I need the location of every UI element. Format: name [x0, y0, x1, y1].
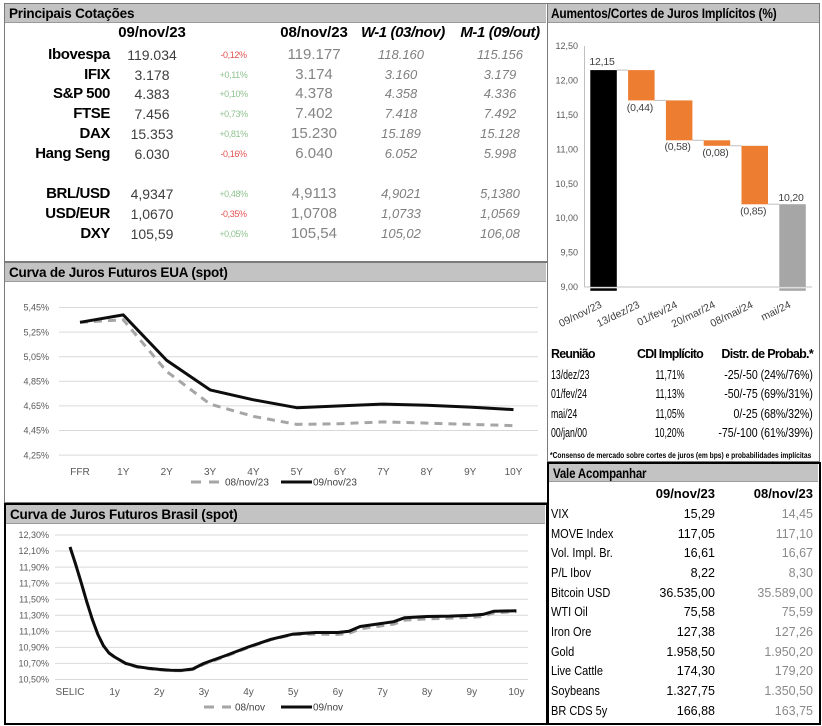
svg-text:08/nov: 08/nov [235, 703, 265, 714]
svg-text:3Y: 3Y [204, 467, 217, 478]
svg-text:3y: 3y [199, 687, 210, 698]
svg-text:09/nov/23: 09/nov/23 [313, 478, 357, 489]
svg-text:5Y: 5Y [291, 467, 304, 478]
svg-text:8Y: 8Y [421, 467, 434, 478]
svg-text:mai/24: mai/24 [759, 299, 793, 324]
svg-text:11,70%: 11,70% [19, 578, 49, 588]
svg-text:6Y: 6Y [334, 467, 347, 478]
svg-text:(0,44): (0,44) [627, 102, 653, 114]
svg-text:12,15: 12,15 [589, 56, 615, 68]
svg-text:12,00: 12,00 [555, 76, 578, 86]
svg-text:1y: 1y [109, 687, 120, 698]
svg-text:11,10%: 11,10% [19, 627, 49, 637]
svg-text:11,50: 11,50 [556, 110, 578, 120]
svg-text:20/mar/24: 20/mar/24 [670, 299, 718, 331]
svg-text:(0,08): (0,08) [702, 147, 728, 159]
svg-text:13/dez/23: 13/dez/23 [595, 299, 642, 330]
svg-text:2y: 2y [154, 687, 165, 698]
svg-text:11,50%: 11,50% [19, 594, 49, 604]
svg-text:08/mai/24: 08/mai/24 [708, 299, 755, 330]
svg-text:5,05%: 5,05% [23, 352, 49, 362]
svg-text:4y: 4y [243, 687, 254, 698]
svg-text:10,70%: 10,70% [18, 659, 49, 669]
svg-text:12,10%: 12,10% [18, 546, 49, 556]
svg-text:10,50%: 10,50% [18, 675, 49, 685]
svg-text:9Y: 9Y [464, 467, 477, 478]
svg-text:12,50: 12,50 [555, 41, 578, 51]
svg-text:SELIC: SELIC [56, 687, 85, 698]
svg-text:10Y: 10Y [505, 467, 523, 478]
svg-text:10,00: 10,00 [555, 213, 578, 223]
svg-text:8y: 8y [422, 687, 433, 698]
svg-text:5y: 5y [288, 687, 299, 698]
svg-text:11,00: 11,00 [556, 144, 578, 154]
svg-text:9,00: 9,00 [560, 282, 578, 292]
svg-text:12,30%: 12,30% [18, 530, 49, 540]
svg-text:2Y: 2Y [161, 467, 174, 478]
svg-text:9,50: 9,50 [560, 248, 578, 258]
svg-text:4,65%: 4,65% [23, 401, 49, 411]
svg-text:9y: 9y [467, 687, 478, 698]
svg-text:4Y: 4Y [247, 467, 260, 478]
svg-text:11,90%: 11,90% [19, 562, 49, 572]
svg-text:7Y: 7Y [377, 467, 390, 478]
svg-text:09/nov: 09/nov [313, 703, 343, 714]
svg-text:5,45%: 5,45% [23, 303, 49, 313]
svg-text:08/nov/23: 08/nov/23 [225, 478, 269, 489]
svg-text:10,20: 10,20 [778, 192, 804, 204]
svg-text:(0,85): (0,85) [740, 205, 766, 217]
svg-text:4,45%: 4,45% [23, 426, 49, 436]
svg-text:4,25%: 4,25% [23, 450, 49, 460]
svg-text:FFR: FFR [70, 467, 89, 478]
svg-text:(0,58): (0,58) [664, 141, 690, 153]
svg-text:6y: 6y [333, 687, 344, 698]
svg-text:10,90%: 10,90% [18, 643, 49, 653]
svg-text:10y: 10y [508, 687, 524, 698]
svg-text:7y: 7y [377, 687, 388, 698]
svg-text:11,30%: 11,30% [19, 611, 49, 621]
svg-text:5,25%: 5,25% [23, 327, 49, 337]
svg-text:10,50: 10,50 [555, 179, 578, 189]
svg-text:4,85%: 4,85% [23, 377, 49, 387]
svg-text:1Y: 1Y [117, 467, 130, 478]
